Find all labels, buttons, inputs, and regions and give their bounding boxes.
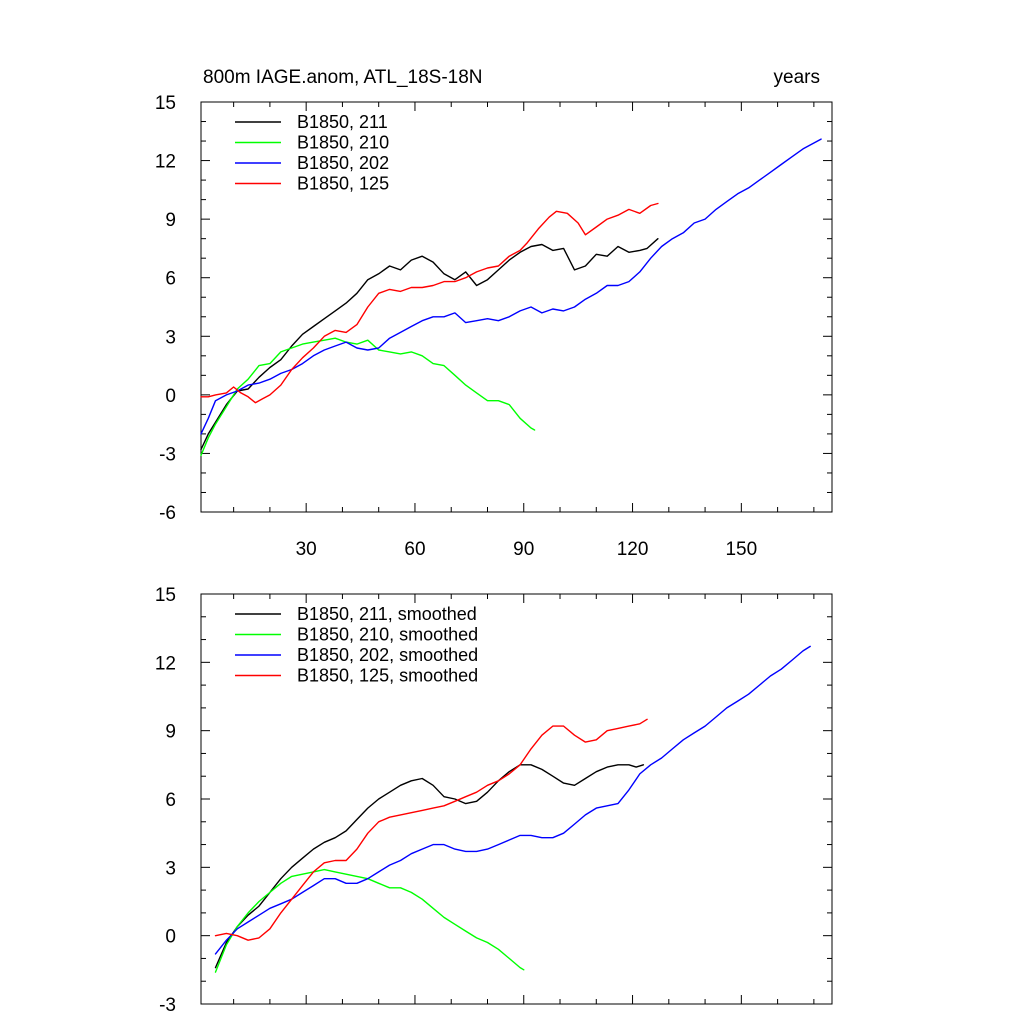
y-tick-label: 6 [165,790,176,811]
y-tick-label: 12 [155,152,176,173]
y-tick-label: 12 [155,653,176,674]
series-line [200,138,822,435]
legend-label: B1850, 125, smoothed [297,666,478,686]
chart-title: 800m IAGE.anom, ATL_18S-18N [203,67,483,88]
top-panel: 800m IAGE.anom, ATL_18S-18N years -6 -3 0 3… [155,67,833,560]
series-line [214,645,811,955]
legend-label: B1850, 202, smoothed [297,645,478,665]
y-tick-label: 3 [165,327,176,348]
y-tick-label: 15 [155,585,176,606]
x-tick-labels: 30 60 90 120 150 [296,539,758,560]
y-tick-label: 3 [165,858,176,879]
y-tick-label: 0 [165,386,176,407]
y-tick-label: 15 [155,93,176,114]
x-tick-label: 90 [513,539,534,560]
legend-label: B1850, 125 [297,174,389,194]
legend-label: B1850, 202 [297,153,389,173]
series-line [200,202,659,404]
y-tick-label: 0 [165,927,176,948]
legend-label: B1850, 210 [297,133,389,153]
series-line [214,718,648,941]
x-tick-label: 60 [404,539,425,560]
y-tick-label: 9 [165,722,176,743]
legend-label: B1850, 210, smoothed [297,625,478,645]
tick-marks [201,593,832,1005]
y-tick-labels: -6 -3 0 3 6 9 12 15 [155,93,176,524]
legend-label: B1850, 211 [297,112,388,132]
y-tick-label: 9 [165,210,176,231]
plot-frame [200,101,833,513]
series-line [200,238,659,451]
legend-label: B1850, 211, smoothed [297,604,477,624]
x-tick-label: 150 [725,539,757,560]
units-label: years [774,67,820,88]
y-tick-label: 6 [165,269,176,290]
series-lines [214,645,811,973]
y-tick-label: -3 [159,995,176,1016]
x-tick-label: 120 [617,539,649,560]
y-tick-label: -3 [159,444,176,465]
x-tick-label: 30 [296,539,317,560]
series-line [200,337,536,457]
series-line [214,868,525,973]
series-lines [200,138,822,457]
tick-marks [201,101,832,513]
y-tick-labels: -3 0 3 6 9 12 15 [155,585,176,1016]
plot-frame [200,593,833,1005]
series-line [214,764,645,969]
y-tick-label: -6 [159,503,176,524]
